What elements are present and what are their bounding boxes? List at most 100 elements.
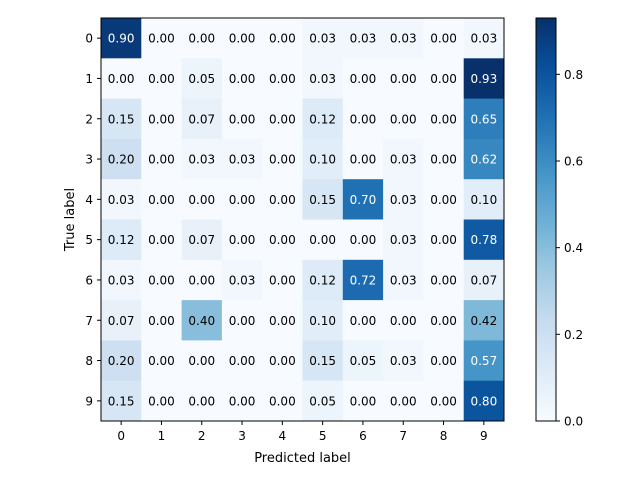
cell-value-label: 0.10 [470,193,497,207]
heatmap-cell [101,98,142,140]
cell-value-label: 0.00 [350,394,377,408]
heatmap-cell [423,259,465,301]
cell-value-label: 0.00 [430,193,457,207]
heatmap-cell [262,259,303,301]
cell-value-label: 0.00 [148,394,175,408]
cell-value-label: 0.00 [269,112,296,126]
cell-value-label: 0.00 [309,233,336,247]
heatmap-cell [141,219,183,261]
cell-value-label: 0.20 [108,354,135,368]
heatmap-cell [463,179,505,220]
cell-value-label: 0.00 [148,233,175,247]
heatmap-cell [181,138,223,180]
cell-value-label: 0.00 [430,72,457,86]
cell-value-label: 0.03 [470,32,497,46]
heatmap-cell [423,98,465,140]
cell-value-label: 0.00 [350,314,377,328]
x-tick-label: 2 [198,429,206,443]
cell-value-label: 0.00 [269,32,296,46]
cell-value-label: 0.00 [188,354,215,368]
heatmap-cell [302,179,344,220]
y-tick-label: 1 [85,72,93,86]
y-tick-label: 6 [85,273,93,287]
cell-value-label: 0.00 [430,112,457,126]
heatmap-cell [383,18,424,59]
heatmap-cell [181,380,223,422]
colorbar [535,17,557,422]
x-tick-label: 8 [440,429,448,443]
heatmap-cell [302,259,344,301]
heatmap-cell [181,219,223,261]
heatmap-cell [141,300,183,341]
cell-value-label: 0.12 [108,233,135,247]
heatmap-cell [141,98,183,140]
heatmap-cell [423,300,465,341]
cell-value-label: 0.00 [269,394,296,408]
cell-value-label: 0.00 [148,314,175,328]
heatmap-cell [221,58,263,100]
cell-value-label: 0.00 [148,273,175,287]
cell-value-label: 0.00 [108,72,135,86]
heatmap-cell [262,300,303,341]
cell-value-label: 0.07 [188,233,215,247]
cell-value-label: 0.00 [350,72,377,86]
cell-value-label: 0.00 [148,112,175,126]
heatmap-cell [221,340,263,382]
x-axis: 0 1 2 3 4 5 6 7 8 9 [117,421,488,443]
cell-value-label: 0.90 [108,32,135,46]
cell-value-label: 0.00 [269,72,296,86]
cell-value-label: 0.00 [430,354,457,368]
heatmap-cell [383,259,424,301]
heatmap-cell [101,380,142,422]
heatmap-cell [342,58,384,100]
heatmap-cell [383,98,424,140]
heatmap-cell [383,380,424,422]
heatmap-cell [262,380,303,422]
heatmap-cell [342,259,384,301]
cell-value-label: 0.03 [229,153,256,167]
cell-value-label: 0.57 [470,354,497,368]
cell-value-label: 0.00 [269,314,296,328]
cell-value-label: 0.00 [148,153,175,167]
y-axis: 0 1 2 3 4 5 6 7 8 9 [85,32,101,408]
heatmap-cell [302,219,344,261]
heatmap-cells [101,18,505,422]
heatmap-cell [302,18,344,59]
heatmap-cell [423,58,465,100]
heatmap-cell [101,58,142,100]
heatmap-cell [463,18,505,59]
heatmap-cell [262,58,303,100]
heatmap-cell [302,58,344,100]
cell-value-label: 0.03 [108,273,135,287]
heatmap-cell [463,380,505,422]
cell-value-label: 0.12 [309,112,336,126]
cell-value-label: 0.00 [229,112,256,126]
heatmap-cell [141,179,183,220]
cell-value-label: 0.00 [350,112,377,126]
cell-value-label: 0.00 [229,314,256,328]
cell-value-label: 0.10 [309,153,336,167]
heatmap-cell [342,138,384,180]
heatmap-cell [262,179,303,220]
cell-value-label: 0.12 [309,273,336,287]
y-tick-label: 3 [85,153,93,167]
heatmap-cell [221,380,263,422]
cell-value-label: 0.00 [269,233,296,247]
heatmap-cell [181,300,223,341]
heatmap-cell [221,98,263,140]
cell-value-label: 0.05 [350,354,377,368]
heatmap-cell [383,300,424,341]
heatmap-cell [221,138,263,180]
heatmap-cell [383,58,424,100]
cell-value-label: 0.03 [229,273,256,287]
cell-value-label: 0.03 [390,233,417,247]
cell-value-label: 0.00 [148,354,175,368]
cell-value-label: 0.00 [390,112,417,126]
y-tick-label: 5 [85,233,93,247]
colorbar-tick-label: 0.6 [564,155,583,169]
cell-value-label: 0.03 [390,153,417,167]
heatmap-cell [101,219,142,261]
heatmap-cell [221,259,263,301]
heatmap-cell [342,179,384,220]
cell-value-label: 0.00 [390,314,417,328]
